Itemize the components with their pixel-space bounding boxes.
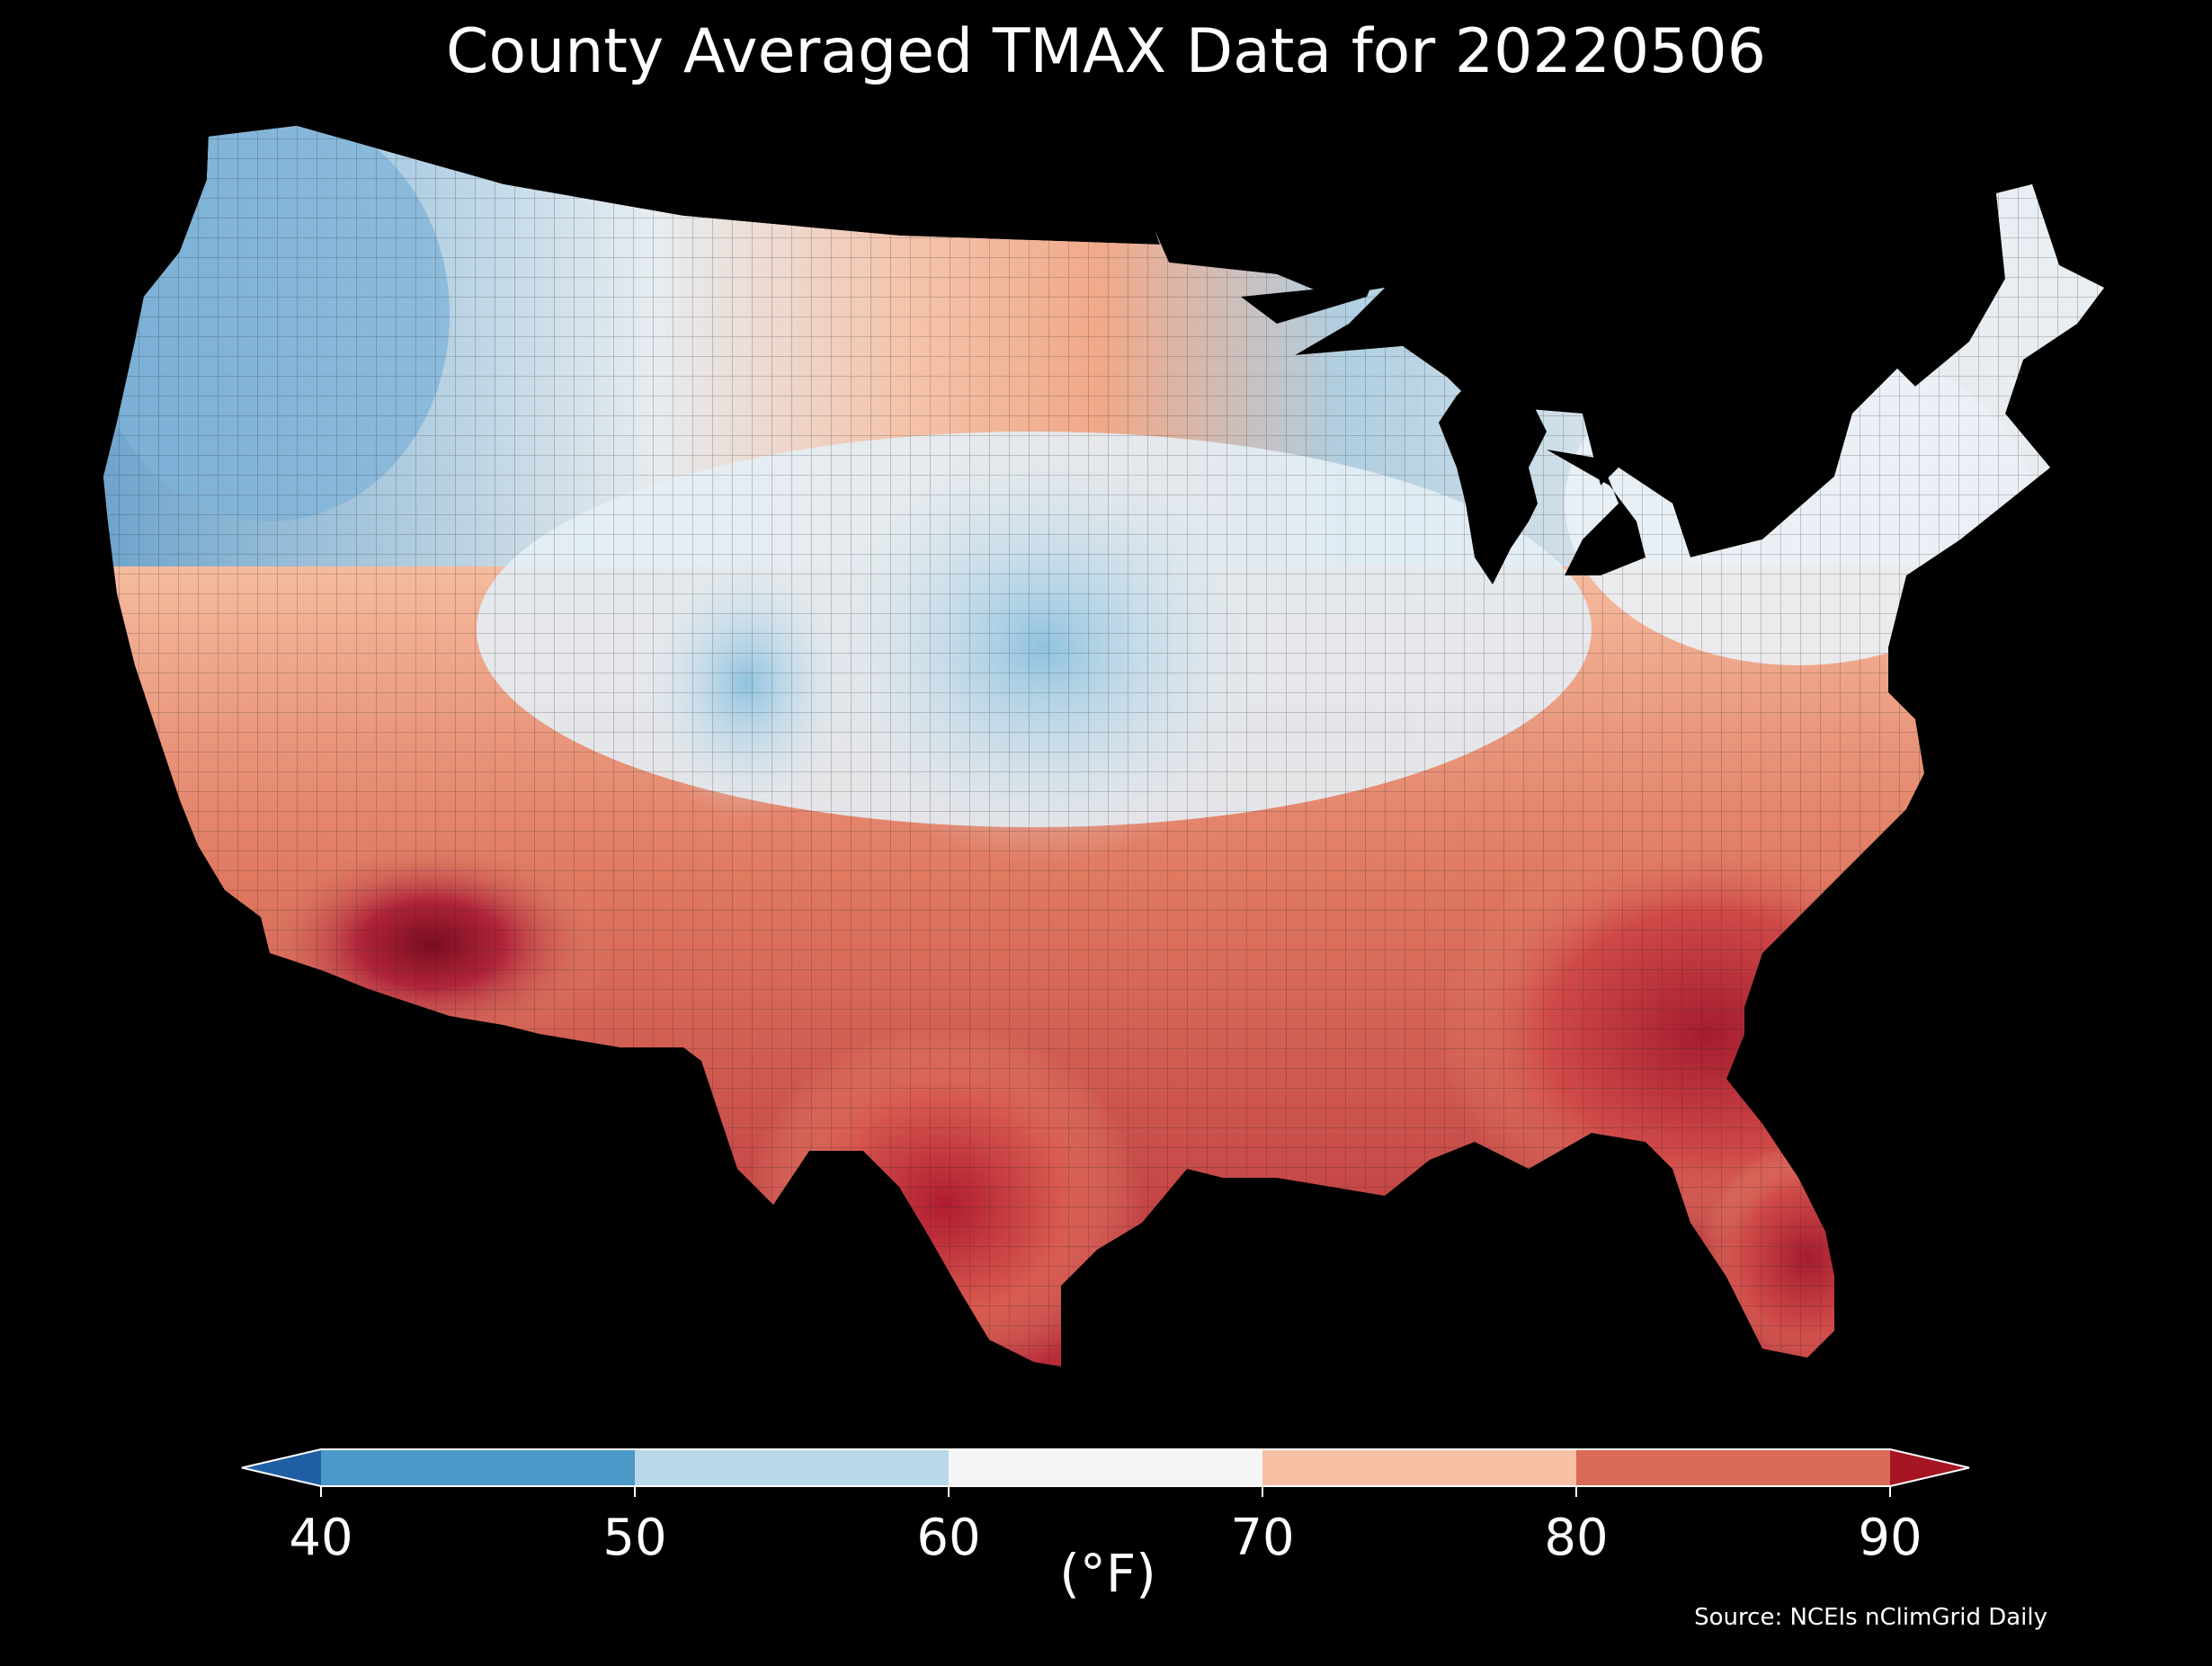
colorbar-tick-label: 80 [1544,1509,1609,1567]
colorbar-bin-1 [635,1449,949,1486]
colorbar-bin-4 [1576,1449,1890,1486]
lake-huron [1547,450,1646,575]
colorbar-tick-label: 50 [602,1509,667,1567]
source-credit: Source: NCEIs nClimGrid Daily [1694,1604,2047,1631]
colorbar-under-arrow [242,1449,321,1486]
colorbar-bin-3 [1262,1449,1576,1486]
lake-superior [1241,274,1376,324]
great-lakes [1403,351,1547,584]
map-title: County Averaged TMAX Data for 20220506 [446,16,1766,87]
colorbar-tick-label: 70 [1230,1509,1295,1567]
colorbar-tick-label: 40 [289,1509,353,1567]
colorbar-tick-label: 60 [916,1509,981,1567]
colorbar-unit-label: (°F) [1059,1543,1156,1604]
colorbar-bin-2 [949,1449,1262,1486]
colorbar-bin-0 [321,1449,635,1486]
colorbar-tick-label: 90 [1858,1509,1922,1567]
colorbar-over-arrow [1890,1449,1969,1486]
